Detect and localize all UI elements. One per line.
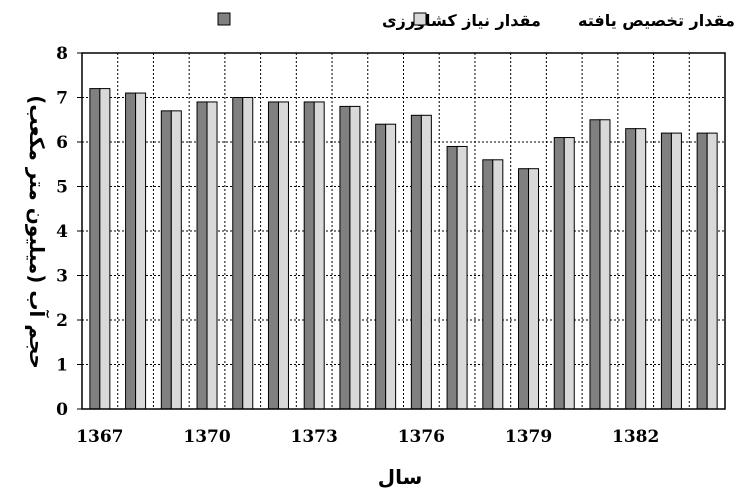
bar-allocated-1376 bbox=[420, 114, 432, 410]
bar-demand-1370 bbox=[196, 101, 208, 410]
bar-demand-1377 bbox=[446, 145, 458, 410]
bar-demand-1373 bbox=[303, 101, 315, 410]
legend-label-allocated: مقدار تخصیص یافته bbox=[578, 11, 735, 30]
bar-demand-1380 bbox=[553, 137, 565, 410]
bar-allocated-1368 bbox=[135, 92, 147, 410]
bar-demand-1372 bbox=[267, 101, 279, 410]
bar-allocated-1374 bbox=[349, 105, 361, 410]
bar-allocated-1383 bbox=[670, 132, 682, 410]
bar-demand-1379 bbox=[518, 168, 530, 410]
bar-allocated-1382 bbox=[635, 128, 647, 410]
y-tick-label: 6 bbox=[56, 133, 68, 153]
x-tick-label: 1379 bbox=[505, 427, 552, 447]
x-tick-label: 1382 bbox=[612, 427, 659, 447]
x-axis: 1367 1370 1373 1376 1379 1382 bbox=[76, 427, 659, 447]
bar-allocated-1378 bbox=[492, 159, 504, 410]
bar-demand-1382 bbox=[625, 128, 637, 410]
x-tick-label: 1376 bbox=[398, 427, 445, 447]
bar-allocated-1369 bbox=[170, 110, 182, 410]
bar-demand-1371 bbox=[232, 97, 244, 410]
bar-allocated-1372 bbox=[277, 101, 289, 410]
x-tick-label: 1370 bbox=[183, 427, 230, 447]
y-tick-label: 2 bbox=[56, 311, 68, 331]
bar-demand-1375 bbox=[375, 123, 387, 410]
bar-allocated-1379 bbox=[528, 168, 540, 410]
legend-label-demand: مقدار نیاز کشاورزی bbox=[382, 11, 541, 30]
x-axis-title: سال bbox=[378, 465, 423, 489]
bar-demand-1367 bbox=[89, 88, 101, 410]
bar-demand-1383 bbox=[660, 132, 672, 410]
bar-demand-1369 bbox=[160, 110, 172, 410]
bar-allocated-1384 bbox=[706, 132, 718, 410]
bar-demand-1378 bbox=[482, 159, 494, 410]
y-axis-title: حجم آب (میلیون متر مکعب) bbox=[25, 95, 50, 369]
bar-demand-1368 bbox=[125, 92, 137, 410]
bar-demand-1381 bbox=[589, 119, 601, 410]
bar-allocated-1367 bbox=[99, 88, 111, 410]
bar-allocated-1373 bbox=[313, 101, 325, 410]
bar-demand-1376 bbox=[410, 114, 422, 410]
bars bbox=[89, 88, 718, 410]
legend: مقدار نیاز کشاورزی مقدار تخصیص یافته bbox=[217, 11, 735, 30]
x-tick-label: 1367 bbox=[76, 427, 123, 447]
y-tick-label: 7 bbox=[56, 89, 68, 109]
bar-allocated-1380 bbox=[563, 137, 575, 410]
y-axis: 0 1 2 3 4 5 6 7 8 bbox=[56, 44, 82, 420]
bar-demand-1384 bbox=[696, 132, 708, 410]
bar-allocated-1381 bbox=[599, 119, 611, 410]
gridlines bbox=[82, 53, 725, 409]
x-tick-label: 1373 bbox=[291, 427, 338, 447]
bar-demand-1374 bbox=[339, 105, 351, 410]
bar-allocated-1371 bbox=[242, 97, 254, 410]
y-tick-label: 3 bbox=[56, 267, 68, 287]
legend-swatch-allocated bbox=[413, 12, 427, 26]
bar-allocated-1370 bbox=[206, 101, 218, 410]
y-tick-label: 5 bbox=[56, 178, 68, 198]
y-tick-label: 1 bbox=[56, 356, 68, 376]
legend-swatch-demand bbox=[217, 12, 231, 26]
y-tick-label: 4 bbox=[56, 222, 68, 242]
bar-allocated-1375 bbox=[385, 123, 397, 410]
y-tick-label: 8 bbox=[56, 44, 68, 64]
y-tick-label: 0 bbox=[56, 400, 68, 420]
bar-allocated-1377 bbox=[456, 145, 468, 410]
